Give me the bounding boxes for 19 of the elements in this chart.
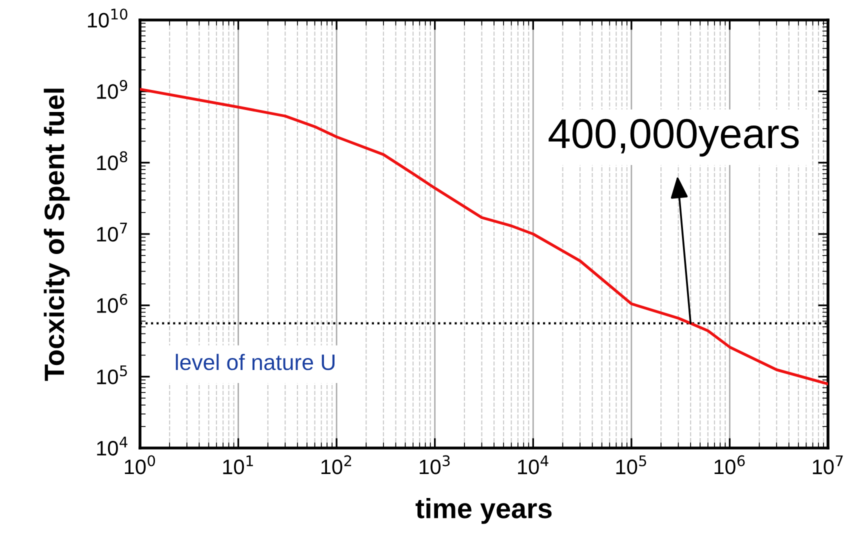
y-tick-label: 10$^{4}$ <box>97 436 128 456</box>
annotation: 400,000years <box>548 118 799 157</box>
x-axis-title: time years <box>416 498 552 524</box>
y-axis-title: Tocxicity of Spent fuel <box>44 88 70 381</box>
y-tick-label: 10$^{10}$ <box>88 8 128 28</box>
x-tick-label: 10$^{0}$ <box>124 455 156 474</box>
y-tick-label: 10$^{5}$ <box>97 365 127 384</box>
x-tick-label: 10$^{6}$ <box>714 455 745 474</box>
ref-line-label: level of nature U <box>176 354 334 370</box>
y-tick-label: 10$^{8}$ <box>97 151 128 170</box>
y-tick-label: 10$^{6}$ <box>97 294 128 313</box>
y-tick-label: 10$^{9}$ <box>97 80 128 99</box>
x-tick-label: 10$^{4}$ <box>518 455 548 474</box>
x-tick-label: 10$^{1}$ <box>223 455 253 474</box>
x-tick-label: 10$^{3}$ <box>420 455 450 474</box>
x-tick-label: 10$^{7}$ <box>812 455 843 474</box>
x-tick-label: 10$^{2}$ <box>321 455 352 474</box>
y-tick-label: 10$^{7}$ <box>97 222 127 242</box>
x-tick-label: 10$^{5}$ <box>616 455 646 474</box>
